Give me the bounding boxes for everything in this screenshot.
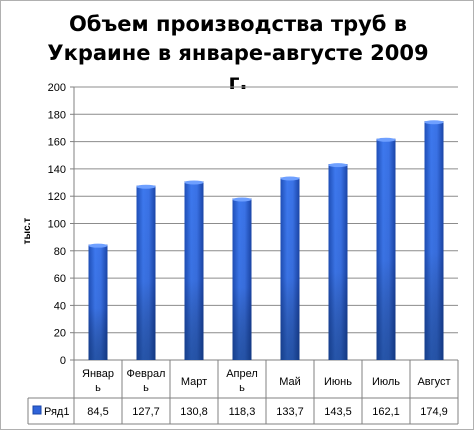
table-value: 174,9 <box>420 406 448 418</box>
y-tick-label: 100 <box>48 219 66 231</box>
table-value: 143,5 <box>324 406 352 418</box>
bar-shade <box>328 164 348 360</box>
bar-cap <box>424 120 444 125</box>
bar-cap <box>88 243 108 248</box>
table-value: 162,1 <box>372 406 400 418</box>
y-tick-label: 120 <box>48 191 66 203</box>
table-value: 127,7 <box>132 406 160 418</box>
bar-shade <box>424 121 444 360</box>
category-label: ь <box>143 382 149 394</box>
category-label: Август <box>417 376 450 388</box>
category-label: Май <box>279 376 301 388</box>
y-tick-label: 140 <box>48 164 66 176</box>
category-label: Феврал <box>127 368 166 380</box>
category-label: Июнь <box>324 376 352 388</box>
bar-shade <box>136 185 156 360</box>
category-label: ь <box>239 382 245 394</box>
category-label: Июль <box>372 376 400 388</box>
bar-shade <box>280 177 300 360</box>
bar-shade <box>232 198 252 360</box>
chart-title-line1: Объем производства труб в <box>68 12 408 36</box>
bar-cap <box>328 163 348 168</box>
bar-shade <box>184 181 204 360</box>
table-value: 130,8 <box>180 406 208 418</box>
bar-cap <box>376 137 396 142</box>
y-tick-label: 60 <box>54 273 66 285</box>
category-label: Март <box>181 376 207 388</box>
y-tick-label: 80 <box>54 246 66 258</box>
table-value: 84,5 <box>87 406 108 418</box>
chart-title: Объем производства труб в Украине в янва… <box>40 10 436 97</box>
y-tick-label: 200 <box>48 82 66 94</box>
y-tick-label: 160 <box>48 137 66 149</box>
table-value: 118,3 <box>229 406 256 418</box>
y-tick-label: 0 <box>60 355 66 367</box>
category-label: ь <box>95 382 101 394</box>
bar-cap <box>184 180 204 185</box>
category-label: Апрел <box>226 368 258 380</box>
y-tick-label: 180 <box>48 109 66 121</box>
category-label: Январ <box>82 368 114 380</box>
bar-shade <box>376 138 396 360</box>
bar-shade <box>88 244 108 360</box>
y-tick-label: 20 <box>54 328 66 340</box>
y-tick-label: 40 <box>54 300 66 312</box>
chart-title-line2: Украине в январе-августе 2009 г. <box>47 41 429 94</box>
bar-cap <box>232 197 252 202</box>
legend-swatch <box>32 405 42 415</box>
bar-cap <box>136 184 156 189</box>
legend-series-name: Ряд1 <box>44 406 69 418</box>
table-value: 133,7 <box>276 406 304 418</box>
bar-cap <box>280 176 300 181</box>
